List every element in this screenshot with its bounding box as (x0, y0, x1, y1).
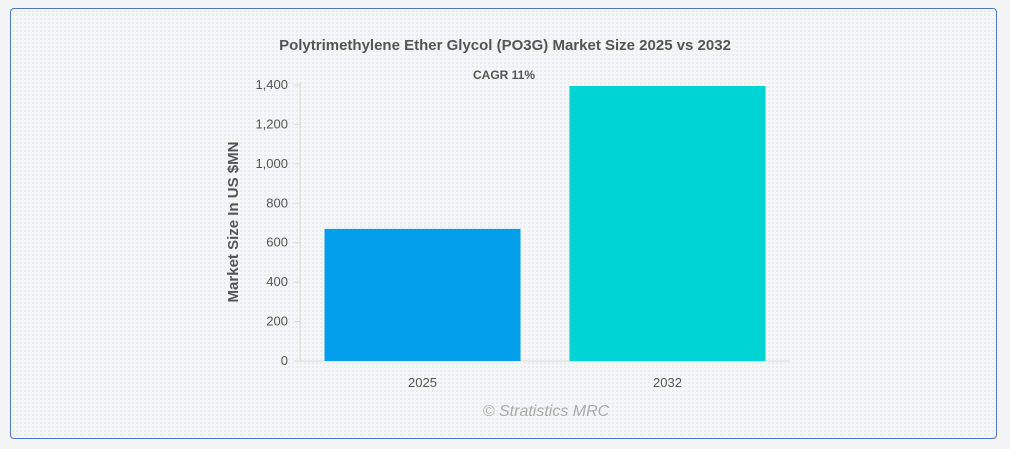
y-tick-label: 400 (266, 274, 288, 289)
credit-watermark: © Stratistics MRC (483, 403, 610, 420)
y-tick-label: 200 (266, 314, 288, 329)
bar-2025 (324, 228, 521, 361)
y-tick-label: 1,000 (255, 156, 288, 171)
x-tick-label: 2032 (653, 375, 682, 390)
chart-title: Polytrimethylene Ether Glycol (PO3G) Mar… (279, 37, 731, 54)
x-tick-label: 2025 (408, 375, 437, 390)
y-tick-label: 0 (281, 353, 288, 368)
bar-2032 (569, 85, 766, 361)
y-tick-label: 1,400 (255, 77, 288, 92)
y-axis-label: Market Size In US $MN (225, 142, 242, 303)
y-tick-label: 800 (266, 195, 288, 210)
y-tick-label: 1,200 (255, 116, 288, 131)
y-tick-label: 600 (266, 235, 288, 250)
cagr-annotation: CAGR 11% (473, 68, 535, 82)
chart-frame (10, 8, 997, 439)
